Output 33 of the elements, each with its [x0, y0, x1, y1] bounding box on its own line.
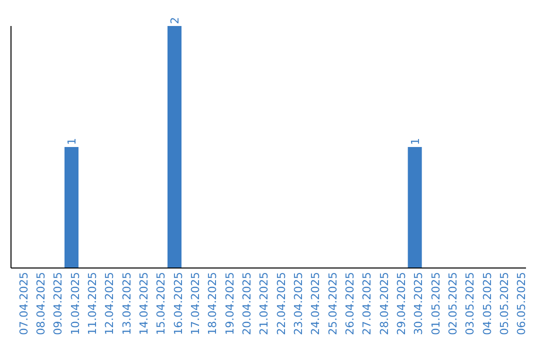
x-tick-label: 02.05.2025	[446, 272, 460, 335]
x-tick-label: 22.04.2025	[274, 272, 288, 335]
data-label: 1	[66, 138, 78, 145]
x-tick-label: 01.05.2025	[429, 272, 442, 335]
x-tick-label: 12.04.2025	[103, 272, 116, 335]
x-tick-label: 19.04.2025	[223, 272, 236, 335]
x-tick-label: 20.04.2025	[240, 272, 254, 335]
x-tick-label: 25.04.2025	[326, 272, 340, 335]
x-tick-label: 16.04.2025	[172, 272, 185, 335]
x-tick-label: 08.04.2025	[34, 272, 48, 335]
x-tick-label: 18.04.2025	[206, 272, 220, 335]
x-tick-label: 27.04.2025	[360, 272, 374, 335]
x-tick-label: 29.04.2025	[395, 272, 408, 335]
x-tick-label: 21.04.2025	[258, 272, 271, 335]
x-tick-label: 14.04.2025	[138, 272, 151, 335]
x-tick-label: 10.04.2025	[68, 272, 82, 335]
x-tick-label: 23.04.2025	[292, 272, 306, 335]
x-tick-label: 30.04.2025	[412, 272, 426, 335]
x-tick-label: 03.05.2025	[464, 272, 477, 335]
x-tick-label: 04.05.2025	[480, 272, 494, 335]
x-tick-label: 24.04.2025	[309, 272, 322, 335]
x-tick-label: 09.04.2025	[52, 272, 65, 335]
x-tick-label: 06.05.2025	[515, 272, 528, 335]
x-tick-label: 13.04.2025	[120, 272, 134, 335]
x-tick-label: 15.04.2025	[154, 272, 168, 335]
x-tick-label: 26.04.2025	[344, 272, 357, 335]
x-tick-label: 05.05.2025	[498, 272, 512, 335]
x-tick-label: 17.04.2025	[189, 272, 202, 335]
data-label: 1	[408, 138, 422, 145]
x-tick-label: 07.04.2025	[17, 272, 30, 335]
data-label: 2	[168, 17, 182, 24]
x-tick-label: 11.04.2025	[86, 272, 100, 335]
x-tick-label: 28.04.2025	[378, 272, 391, 335]
